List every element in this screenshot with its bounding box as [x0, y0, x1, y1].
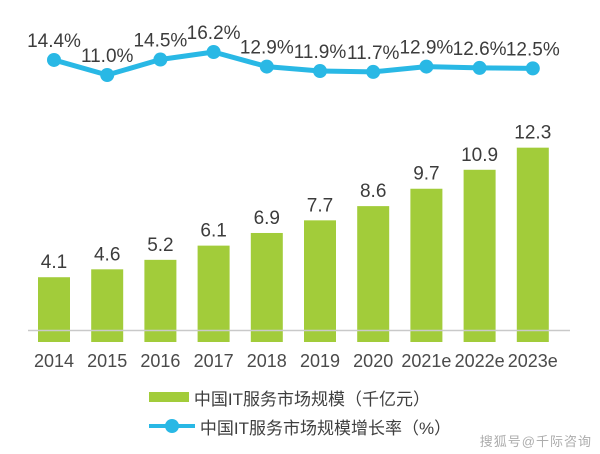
growth-point [525, 61, 540, 76]
bar-value-label: 12.3 [514, 123, 551, 144]
bar-value-label: 9.7 [413, 164, 439, 185]
bar-value-label: 5.2 [147, 235, 173, 256]
growth-point [47, 52, 61, 67]
x-axis-label: 2015 [87, 351, 127, 371]
bar-value-label: 8.6 [360, 181, 386, 202]
legend: 中国IT服务市场规模（千亿元） 中国IT服务市场规模增长率（%） [0, 386, 600, 438]
legend-item-growth-rate: 中国IT服务市场规模增长率（%） [148, 415, 452, 438]
growth-value-label: 11.9% [294, 42, 347, 63]
watermark: 搜狐号@千际咨询 [479, 434, 592, 449]
growth-point [100, 68, 115, 82]
bar-value-label: 7.7 [307, 195, 333, 216]
growth-value-label: 12.5% [506, 39, 560, 60]
growth-value-label: 11.7% [347, 43, 400, 64]
growth-point [313, 64, 327, 79]
bar [197, 245, 230, 342]
growth-point [259, 59, 274, 74]
x-axis-label: 2016 [140, 351, 180, 371]
bar-swatch-icon [148, 392, 189, 402]
x-axis-label: 2021e [401, 351, 451, 371]
bar-value-label: 6.1 [200, 221, 226, 242]
bar [410, 188, 443, 342]
growth-value-label: 14.5% [133, 31, 187, 52]
x-axis-label: 2023e [508, 351, 558, 371]
bar [463, 169, 496, 342]
x-axis-label: 2018 [247, 351, 287, 371]
legend-label-market-size: 中国IT服务市场规模（千亿元） [193, 389, 430, 409]
line-swatch-dot [164, 419, 179, 433]
growth-line [51, 49, 536, 78]
legend-inner: 中国IT服务市场规模（千亿元） 中国IT服务市场规模增长率（%） [148, 386, 452, 438]
growth-value-label: 12.6% [453, 39, 507, 60]
growth-point [472, 60, 487, 75]
growth-value-label: 14.4% [27, 31, 81, 52]
bar-value-label: 4.1 [41, 252, 67, 273]
bar-value-label: 10.9 [461, 145, 498, 166]
bar [357, 206, 390, 342]
growth-point [153, 52, 168, 67]
legend-label-growth-rate: 中国IT服务市场规模增长率（%） [199, 418, 452, 438]
bar [144, 259, 177, 342]
x-axis-label: 2014 [34, 351, 74, 371]
growth-value-label: 12.9% [399, 38, 453, 59]
bar-value-label: 6.9 [254, 208, 280, 229]
x-axis-label: 2019 [300, 351, 340, 371]
bar-value-label: 4.6 [94, 244, 120, 265]
growth-point [366, 64, 381, 79]
bar [304, 220, 336, 342]
bar [250, 232, 283, 342]
x-axis-label: 2020 [353, 351, 393, 371]
growth-point [419, 59, 434, 74]
growth-value-label: 11.0% [81, 46, 134, 67]
x-axis-label: 2022e [455, 351, 505, 371]
growth-value-label: 12.9% [240, 38, 294, 59]
growth-value-label: 16.2% [187, 23, 241, 44]
line-swatch-icon [148, 419, 195, 433]
legend-item-market-size: 中国IT服务市场规模（千亿元） [148, 386, 430, 409]
bar [516, 147, 549, 342]
bar [38, 277, 70, 342]
growth-point [206, 45, 221, 60]
x-axis-label: 2017 [194, 351, 234, 371]
